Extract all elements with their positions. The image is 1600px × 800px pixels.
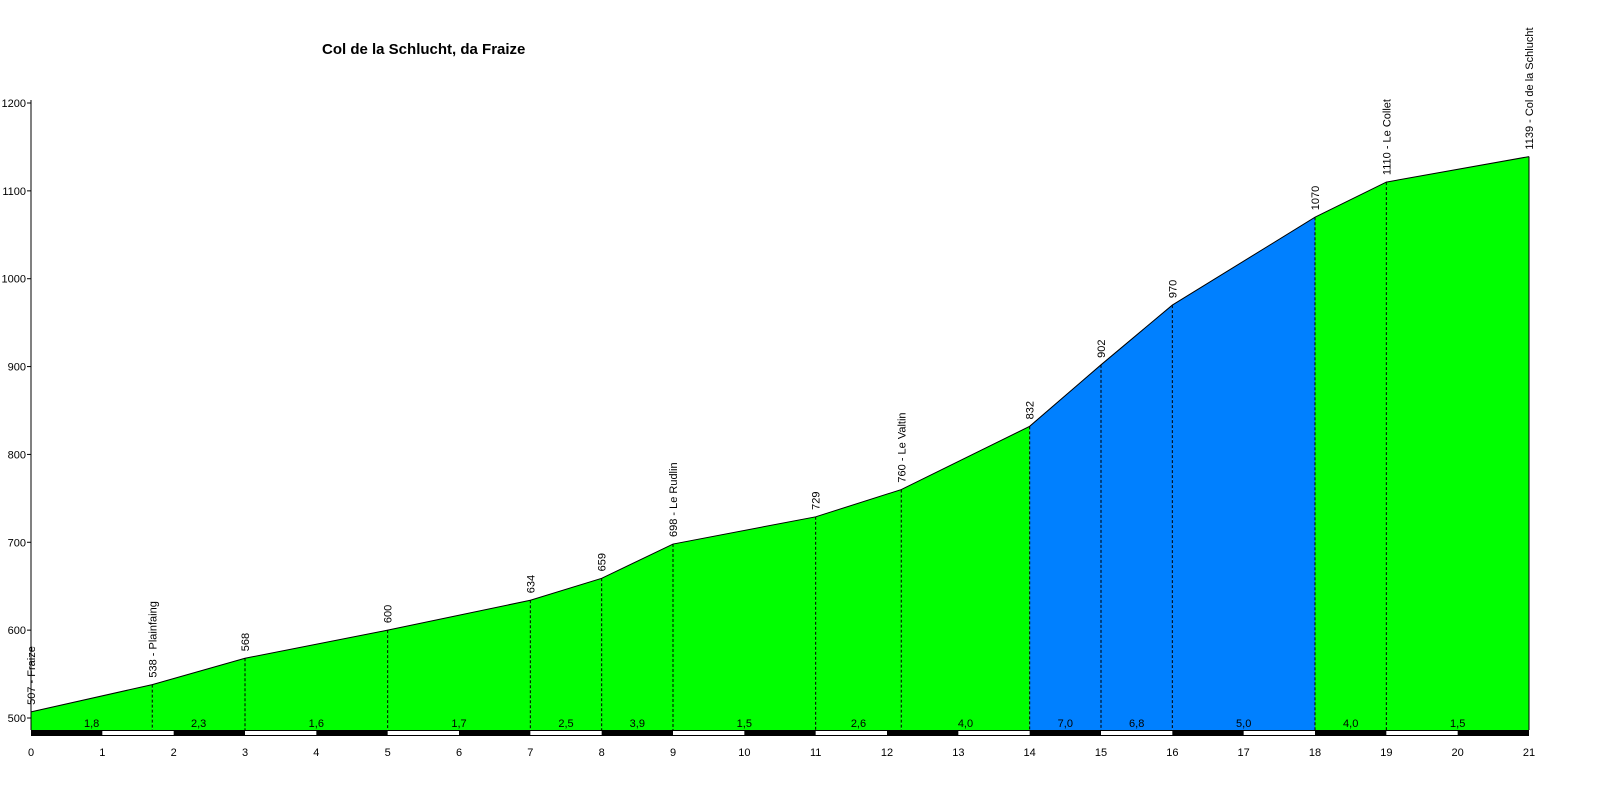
profile-segment-area xyxy=(1029,364,1101,730)
x-tick-label: 21 xyxy=(1523,747,1535,759)
point-annotation: 832 xyxy=(1025,401,1037,419)
point-annotation: 659 xyxy=(597,553,609,571)
km-bar-block xyxy=(673,731,745,735)
gradient-label: 2,6 xyxy=(851,718,866,730)
gradient-label: 6,8 xyxy=(1129,718,1144,730)
point-annotations: 507 - Fraize 538 - Plainfaing 568 600 634 659… xyxy=(26,27,1536,704)
kilometer-bar xyxy=(31,730,1529,736)
y-tick-label: 900 xyxy=(8,362,26,374)
km-bar-block xyxy=(1101,731,1173,735)
x-tick-label: 6 xyxy=(456,747,462,759)
gradient-label: 5,0 xyxy=(1236,718,1251,730)
point-annotation: 729 xyxy=(811,491,823,509)
km-bar-block xyxy=(958,731,1030,735)
gradient-label: 1,8 xyxy=(84,718,99,730)
x-tick-label: 2 xyxy=(171,747,177,759)
km-bar-block xyxy=(530,731,602,735)
y-tick-label: 1100 xyxy=(2,186,26,198)
profile-segment-area xyxy=(152,658,245,730)
point-annotation: 698 - Le Rudlin xyxy=(668,462,680,537)
gradient-label: 4,0 xyxy=(1343,718,1358,730)
gradient-label: 3,9 xyxy=(630,718,645,730)
profile-segment-area xyxy=(815,489,902,730)
point-annotation: 1070 xyxy=(1310,186,1322,210)
x-tick-label: 7 xyxy=(527,747,533,759)
point-annotation: 634 xyxy=(525,575,537,593)
x-tick-label: 0 xyxy=(28,747,34,759)
gradient-label: 4,0 xyxy=(958,718,973,730)
profile-segment-area xyxy=(387,600,531,730)
gradient-labels: 1,8 2,3 1,6 1,7 2,5 3,9 1,5 2,6 4,0 7,0 6,8 5,0 4,0 1… xyxy=(84,718,1465,730)
segment-divider-lines xyxy=(151,182,1387,730)
y-tick-label: 500 xyxy=(8,713,26,725)
x-tick-label: 18 xyxy=(1309,747,1321,759)
km-bar-block xyxy=(245,731,317,735)
y-tick-label: 1200 xyxy=(2,98,26,110)
gradient-label: 2,3 xyxy=(191,718,206,730)
point-annotation: 760 - Le Valtin xyxy=(896,412,908,482)
point-annotation: 1110 - Le Collet xyxy=(1381,99,1393,175)
gradient-label: 2,5 xyxy=(558,718,573,730)
profile-segment-area xyxy=(1172,217,1315,730)
profile-segment-area xyxy=(673,516,816,730)
profile-outline xyxy=(30,156,1530,730)
y-tick-label: 800 xyxy=(8,449,26,461)
profile-segment-area xyxy=(901,426,1030,730)
profile-segment-area xyxy=(601,544,673,730)
gradient-label: 1,6 xyxy=(309,718,324,730)
x-tick-label: 14 xyxy=(1024,747,1036,759)
profile-segment-area xyxy=(1101,305,1173,730)
km-bar-background xyxy=(31,730,1529,736)
profile-areas xyxy=(31,156,1529,731)
x-tick-label: 5 xyxy=(385,747,391,759)
profile-line xyxy=(30,156,1530,713)
point-annotation: 600 xyxy=(383,605,395,623)
point-annotation: 507 - Fraize xyxy=(26,646,38,705)
gradient-label: 1,5 xyxy=(737,718,752,730)
point-annotation: 568 xyxy=(240,633,252,651)
y-tick-label: 600 xyxy=(8,625,26,637)
km-bar-block xyxy=(1243,731,1315,735)
x-tick-label: 1 xyxy=(99,747,105,759)
x-tick-label: 11 xyxy=(810,747,821,759)
profile-segment-area xyxy=(245,630,388,730)
profile-segment-area xyxy=(1386,156,1529,731)
profile-segment-area xyxy=(1315,182,1387,731)
x-tick-label: 13 xyxy=(952,747,964,759)
x-tick-label: 4 xyxy=(313,747,319,759)
point-annotation: 538 - Plainfaing xyxy=(147,601,159,677)
km-bar-block xyxy=(815,731,887,735)
profile-segment-area xyxy=(530,578,602,730)
x-tick-label: 8 xyxy=(599,747,605,759)
chart-title: Col de la Schlucht, da Fraize xyxy=(322,41,525,58)
x-tick-label: 19 xyxy=(1380,747,1392,759)
x-tick-label: 9 xyxy=(670,747,676,759)
x-tick-label: 20 xyxy=(1452,747,1464,759)
y-tick-label: 700 xyxy=(8,537,26,549)
km-bar-block xyxy=(387,731,459,735)
gradient-label: 7,0 xyxy=(1058,718,1073,730)
x-tick-label: 3 xyxy=(242,747,248,759)
point-annotation: 902 xyxy=(1096,339,1108,357)
km-bar-block xyxy=(1386,731,1458,735)
gradient-label: 1,7 xyxy=(451,718,466,730)
gradient-label: 1,5 xyxy=(1450,718,1465,730)
profile-segment-area xyxy=(31,684,153,730)
km-bar-block xyxy=(102,731,174,735)
point-annotation: 970 xyxy=(1167,280,1179,298)
x-tick-label: 17 xyxy=(1238,747,1250,759)
x-tick-label: 10 xyxy=(738,747,750,759)
y-tick-label: 1000 xyxy=(2,274,26,286)
x-tick-label: 15 xyxy=(1095,747,1107,759)
x-tick-label: 12 xyxy=(881,747,893,759)
point-annotation: 1139 - Col de la Schlucht xyxy=(1524,27,1536,149)
x-tick-label: 16 xyxy=(1166,747,1178,759)
